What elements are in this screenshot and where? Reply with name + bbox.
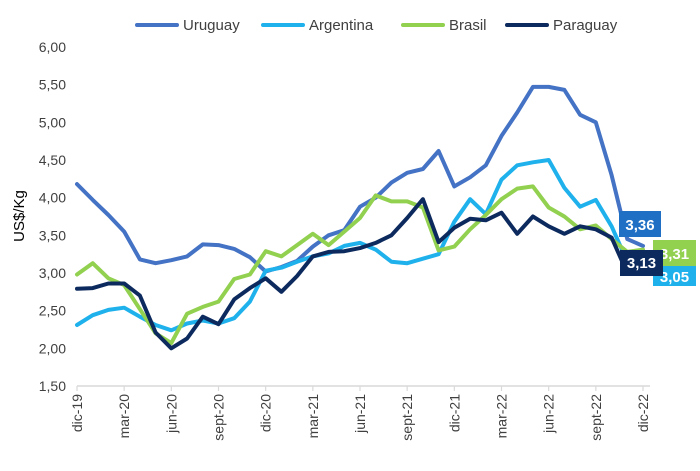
legend-label-paraguay: Paraguay	[553, 17, 618, 34]
y-tick-label: 3,00	[39, 265, 66, 281]
x-tick-label: dic-22	[635, 394, 651, 432]
legend-label-argentina: Argentina	[309, 17, 374, 34]
series-line-brasil	[75, 184, 645, 346]
data-label-box-paraguay	[620, 250, 663, 276]
data-label-brasil: 3,31	[660, 246, 689, 263]
y-axis: 1,50 2,00 2,50 3,00 3,50 4,00 4,50 5,00 5,50 6,00	[39, 39, 66, 394]
x-tick-label: dic-21	[446, 394, 462, 432]
data-label-uruguay: 3,36	[625, 217, 654, 234]
y-tick-label: 3,50	[39, 227, 66, 243]
x-tick-label: dic-20	[258, 394, 274, 432]
x-tick-label: mar-21	[305, 394, 321, 439]
y-axis-title: US$/Kg	[11, 190, 28, 242]
legend: Uruguay Argentina Brasil Paraguay	[135, 17, 618, 34]
y-tick-label: 6,00	[39, 39, 66, 55]
y-tick-label: 5,50	[39, 77, 66, 93]
x-tick-label: jun-20	[163, 394, 179, 434]
x-tick-label: sept-22	[588, 394, 604, 441]
data-label-box-uruguay	[619, 211, 661, 237]
x-axis: dic-19 mar-20 jun-20 sept-20 dic-20 mar-21 jun…	[69, 385, 651, 441]
x-tick-label: sept-21	[399, 394, 415, 441]
x-tick-label: jun-21	[352, 394, 368, 434]
y-tick-label: 1,50	[39, 378, 66, 394]
y-tick-label: 2,00	[39, 340, 66, 356]
legend-label-uruguay: Uruguay	[183, 17, 240, 34]
legend-label-brasil: Brasil	[449, 17, 487, 34]
y-tick-label: 5,00	[39, 114, 66, 130]
data-label-argentina: 3,05	[660, 269, 689, 286]
data-label-box-argentina	[653, 266, 696, 286]
series-line-paraguay	[75, 197, 645, 351]
series-lines	[75, 84, 645, 351]
x-tick-label: dic-19	[69, 394, 85, 432]
series-line-uruguay	[75, 84, 645, 274]
x-tick-label: mar-20	[116, 394, 132, 439]
end-labels: 3,31 3,05 3,36 3,13	[619, 211, 696, 286]
y-tick-label: 4,00	[39, 190, 66, 206]
x-tick-label: mar-22	[494, 394, 510, 439]
x-tick-label: jun-22	[541, 394, 557, 434]
series-line-argentina	[75, 158, 645, 333]
y-tick-label: 4,50	[39, 152, 66, 168]
x-tick-label: sept-20	[211, 394, 227, 441]
y-tick-label: 2,50	[39, 303, 66, 319]
data-label-paraguay: 3,13	[627, 255, 656, 272]
